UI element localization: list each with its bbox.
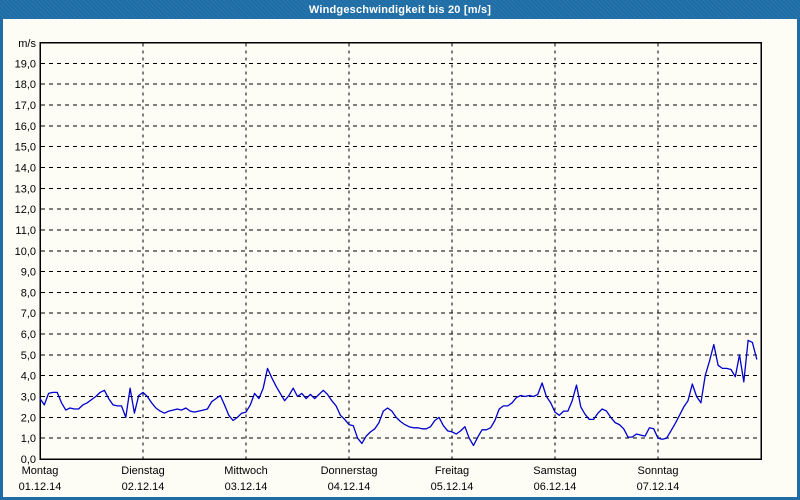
y-tick-label: 18,0 (15, 79, 36, 91)
x-weekday-label: Donnerstag (321, 465, 378, 477)
wind-speed-line (39, 339, 758, 447)
y-tick-label: 19,0 (15, 58, 36, 70)
x-date-label: 02.12.14 (122, 481, 165, 493)
window-title: Windgeschwindigkeit bis 20 [m/s] (308, 3, 492, 16)
y-tick-label: 11,0 (15, 225, 36, 237)
x-weekday-label: Montag (22, 465, 59, 477)
x-date-label: 07.12.14 (637, 481, 680, 493)
y-tick-label: 14,0 (15, 162, 36, 174)
y-tick-label: 8,0 (21, 287, 36, 299)
y-tick-label: 10,0 (15, 246, 36, 258)
y-tick-label: 6,0 (21, 329, 36, 341)
y-tick-label: 0,0 (21, 454, 36, 466)
x-date-label: 05.12.14 (431, 481, 474, 493)
y-tick-label: 9,0 (21, 267, 36, 279)
x-date-label: 01.12.14 (19, 481, 62, 493)
chart-body (3, 19, 797, 497)
y-tick-label: 5,0 (21, 350, 36, 362)
x-weekday-label: Freitag (435, 465, 469, 477)
x-date-label: 06.12.14 (534, 481, 577, 493)
y-tick-label: 16,0 (15, 121, 36, 133)
x-date-label: 04.12.14 (328, 481, 371, 493)
y-tick-label: 3,0 (21, 392, 36, 404)
x-date-label: 03.12.14 (225, 481, 268, 493)
y-tick-label: 7,0 (21, 308, 36, 320)
window-titlebar[interactable]: Windgeschwindigkeit bis 20 [m/s] (0, 0, 800, 19)
y-tick-label: 17,0 (15, 100, 36, 112)
x-weekday-label: Dienstag (121, 465, 164, 477)
y-tick-label: 12,0 (15, 204, 36, 216)
x-weekday-label: Mittwoch (224, 465, 267, 477)
y-tick-label: 4,0 (21, 371, 36, 383)
x-weekday-label: Samstag (533, 465, 576, 477)
y-axis-unit-label: m/s (18, 38, 36, 50)
y-tick-label: 1,0 (21, 433, 36, 445)
plot-border (39, 41, 762, 460)
x-weekday-label: Sonntag (638, 465, 679, 477)
y-tick-label: 13,0 (15, 183, 36, 195)
y-tick-label: 15,0 (15, 142, 36, 154)
y-tick-label: 2,0 (21, 412, 36, 424)
